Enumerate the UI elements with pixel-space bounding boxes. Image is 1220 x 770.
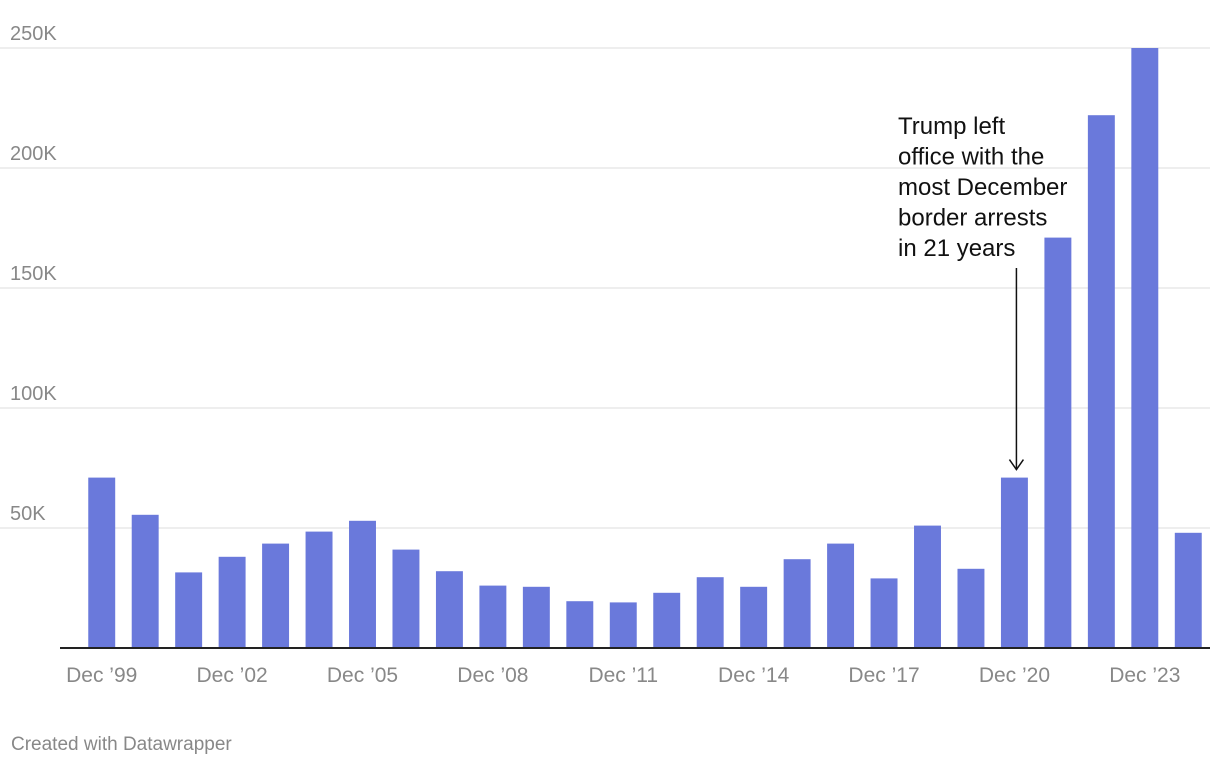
bar: [827, 543, 855, 648]
bar: [262, 543, 290, 648]
bar: [1087, 115, 1115, 648]
bar: [1000, 477, 1028, 648]
bar: [1174, 532, 1202, 648]
bar: [870, 578, 898, 648]
bar: [957, 568, 985, 648]
x-tick-label: Dec ’99: [66, 664, 137, 687]
annotation-text-line: in 21 years: [898, 235, 1015, 262]
y-tick-label: 100K: [10, 383, 57, 405]
bar: [696, 577, 724, 648]
bar: [740, 586, 768, 648]
x-axis-labels: Dec ’99 Dec ’02 Dec ’05 Dec ’08 Dec ’11 Dec ’…: [66, 664, 1180, 687]
annotation: Trump left office with the most December bo…: [898, 113, 1067, 471]
bar: [914, 525, 941, 648]
bars: [88, 48, 1202, 648]
y-tick-label: 200K: [10, 143, 57, 165]
x-tick-label: Dec ’05: [327, 664, 398, 687]
bar: [1044, 237, 1072, 648]
annotation-text-line: most December: [898, 174, 1067, 201]
annotation-text-line: Trump left: [898, 113, 1005, 140]
y-tick-label: 50K: [10, 503, 46, 525]
footer-credit: Created with Datawrapper: [11, 734, 232, 755]
bar: [175, 572, 203, 648]
annotation-arrow-head: [1008, 459, 1025, 471]
x-tick-label: Dec ’08: [457, 664, 528, 687]
bar: [392, 549, 420, 648]
annotation-text-line: office with the: [898, 144, 1044, 171]
y-tick-label: 150K: [10, 263, 57, 285]
bar: [435, 571, 463, 648]
bar: [1131, 48, 1159, 648]
x-tick-label: Dec ’17: [848, 664, 919, 687]
bar: [305, 531, 333, 648]
bar: [609, 602, 637, 648]
y-axis-labels: 50K 100K 150K 200K 250K: [10, 23, 57, 525]
bar: [131, 514, 159, 648]
y-tick-label: 250K: [10, 23, 57, 45]
bar: [349, 520, 376, 648]
bar: [653, 592, 681, 648]
bar: [522, 586, 550, 648]
bar: [566, 601, 594, 648]
x-tick-label: Dec ’20: [979, 664, 1050, 687]
x-tick-label: Dec ’14: [718, 664, 790, 687]
bar: [783, 559, 811, 648]
x-tick-label: Dec ’11: [588, 664, 658, 687]
bar: [479, 585, 507, 648]
x-tick-label: Dec ’02: [197, 664, 268, 687]
bar: [88, 477, 116, 648]
x-tick-label: Dec ’23: [1109, 664, 1180, 687]
annotation-text-line: border arrests: [898, 205, 1047, 232]
bar: [218, 556, 246, 648]
gridlines: [0, 47, 1210, 529]
